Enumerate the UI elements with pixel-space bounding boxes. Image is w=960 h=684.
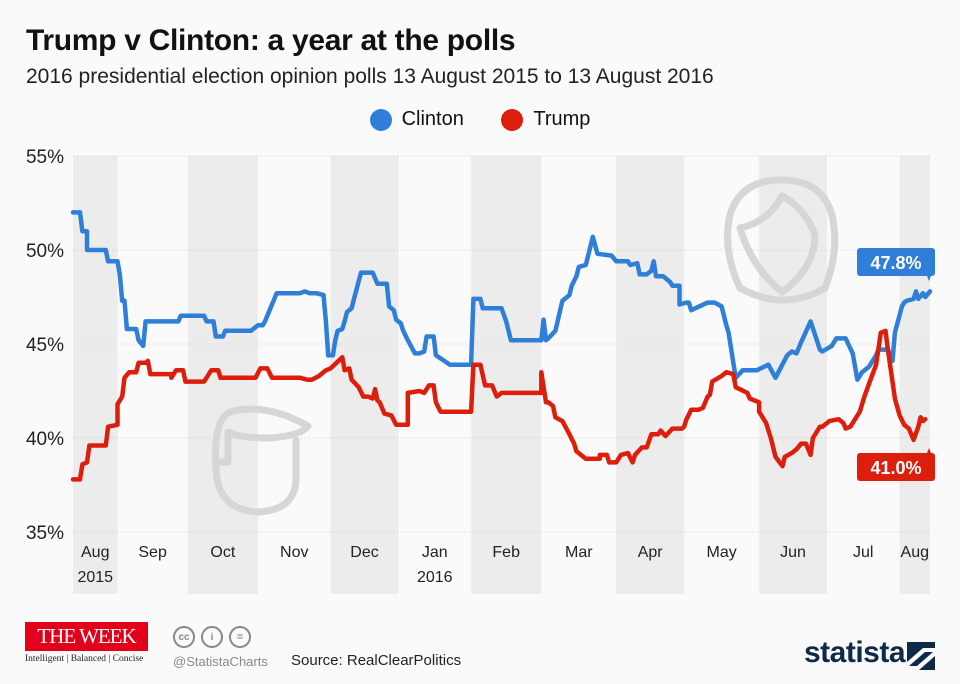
- month-band: [899, 156, 930, 594]
- statista-logo[interactable]: statista: [804, 636, 906, 669]
- month-band: [616, 156, 685, 594]
- series-line-clinton: [70, 210, 933, 382]
- chart-title: Trump v Clinton: a year at the polls: [26, 24, 516, 57]
- cc-icon[interactable]: cc: [173, 626, 195, 648]
- month-bands: [73, 156, 930, 594]
- y-tick-label: 45%: [26, 335, 64, 356]
- x-tick-label: Aug: [901, 544, 929, 561]
- y-tick-label: 35%: [26, 523, 64, 544]
- y-axis-ticks: 35% 40% 45% 50% 55%: [26, 147, 64, 544]
- end-label-box: [857, 453, 935, 481]
- x-axis-ticks: Aug 2015 Sep Oct Nov Dec Jan 2016 Feb Mar Apr May Ju…: [77, 544, 929, 586]
- no-derivatives-icon[interactable]: =: [229, 626, 251, 648]
- y-tick-label: 55%: [26, 147, 64, 168]
- x-tick-label: Apr: [638, 544, 664, 561]
- x-tick-label: Jun: [780, 544, 806, 561]
- legend-swatch-trump: [501, 108, 524, 131]
- legend-label-trump: Trump: [533, 108, 591, 130]
- gridlines: [73, 155, 930, 533]
- statista-handle[interactable]: @StatistaCharts: [173, 654, 268, 669]
- end-label-clinton: 47.8%: [857, 248, 935, 281]
- chart-subtitle: 2016 presidential election opinion polls…: [26, 65, 714, 88]
- end-label-trump: 41.0%: [857, 448, 935, 481]
- attribution-icon[interactable]: i: [201, 626, 223, 648]
- month-band: [759, 156, 827, 594]
- month-band: [187, 156, 258, 594]
- source-note: Source: RealClearPolitics: [291, 652, 462, 669]
- end-label-value: 47.8%: [870, 253, 921, 273]
- the-week-logo[interactable]: THE WEEK: [25, 622, 148, 651]
- legend-item-clinton[interactable]: Clinton: [369, 108, 464, 131]
- x-tick-label: Jan: [422, 544, 448, 561]
- trump-silhouette-icon: [212, 405, 312, 516]
- x-tick-year-label: 2015: [77, 569, 113, 586]
- x-tick-year-label: 2016: [417, 569, 453, 586]
- silhouettes: [212, 176, 839, 516]
- end-label-pointer: [927, 448, 931, 453]
- month-band: [330, 156, 399, 594]
- x-tick-label: Jul: [853, 544, 873, 561]
- x-tick-label: Aug: [81, 544, 109, 561]
- statista-mark-icon: [907, 642, 935, 670]
- legend: Clinton Trump: [0, 108, 960, 137]
- x-tick-label: Oct: [210, 544, 235, 561]
- end-label-box: [857, 248, 935, 276]
- x-tick-label: May: [706, 544, 736, 561]
- x-tick-label: Nov: [280, 544, 308, 561]
- legend-label-clinton: Clinton: [401, 108, 464, 130]
- series-line-trump: [70, 328, 928, 482]
- legend-swatch-clinton: [369, 108, 392, 131]
- x-tick-label: Sep: [138, 544, 167, 561]
- x-tick-label: Mar: [565, 544, 593, 561]
- clinton-silhouette-icon: [724, 176, 839, 304]
- series-lines: [70, 210, 933, 482]
- license-icons: cc i =: [173, 626, 251, 648]
- the-week-tagline: Intelligent | Balanced | Concise: [25, 654, 144, 664]
- end-label-value: 41.0%: [870, 458, 921, 478]
- end-labels: 47.8% 41.0%: [857, 248, 935, 481]
- x-tick-label: Dec: [350, 544, 378, 561]
- legend-item-trump[interactable]: Trump: [501, 108, 590, 131]
- x-tick-label: Feb: [492, 544, 520, 561]
- end-label-pointer: [927, 276, 931, 281]
- y-tick-label: 40%: [26, 429, 64, 450]
- y-tick-label: 50%: [26, 241, 64, 262]
